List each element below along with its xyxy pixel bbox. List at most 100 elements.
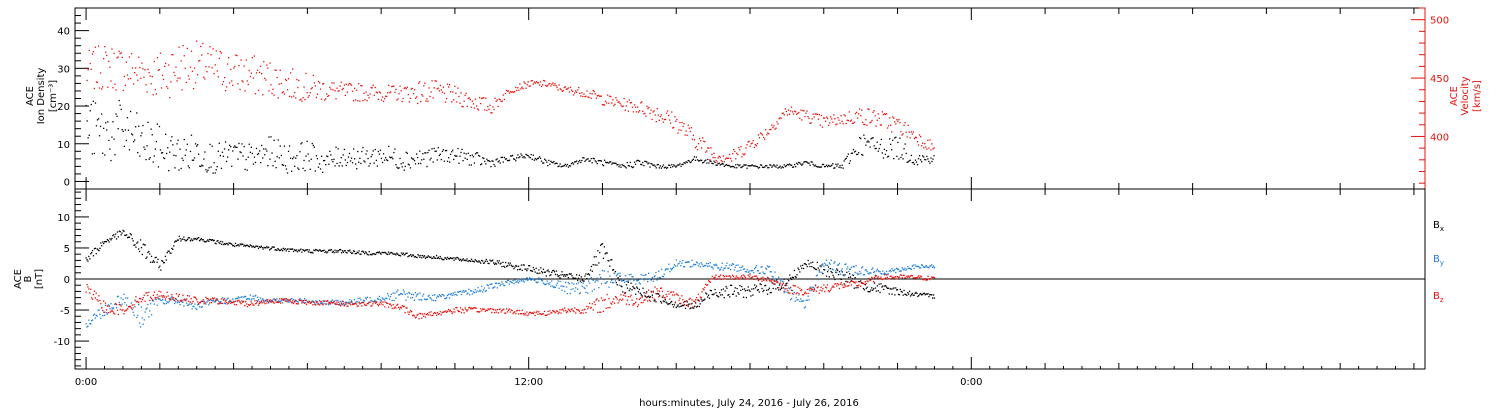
bz-point (453, 308, 455, 310)
bz-point (760, 277, 762, 279)
density-point (499, 162, 501, 164)
bz-point (406, 307, 408, 309)
bx-point (530, 270, 533, 272)
bz-point (896, 276, 899, 278)
bx-point (206, 240, 208, 242)
density-point (596, 163, 598, 165)
bx-point (194, 238, 196, 240)
velocity-point (561, 90, 563, 92)
bx-point (583, 280, 585, 282)
velocity-point (700, 140, 702, 142)
velocity-point (815, 113, 817, 115)
by-point (163, 303, 166, 305)
velocity-point (130, 53, 133, 55)
velocity-point (533, 81, 535, 83)
velocity-point (516, 89, 518, 92)
bz-point (374, 301, 376, 303)
bz-point (414, 317, 416, 319)
bz-point (423, 313, 426, 315)
velocity-point (878, 117, 880, 119)
by-point (723, 267, 725, 269)
velocity-point (157, 69, 160, 71)
density-point (433, 147, 435, 150)
bx-point (408, 255, 410, 257)
bz-point (427, 314, 429, 316)
bx-point (184, 239, 186, 241)
velocity-point (203, 76, 205, 78)
density-point (780, 167, 782, 169)
density-point (508, 159, 511, 161)
by-point (458, 290, 461, 293)
density-point (578, 161, 580, 163)
velocity-point (926, 148, 928, 150)
bx-point (726, 287, 728, 289)
velocity-point (871, 119, 873, 122)
bz-point (857, 285, 859, 287)
bz-point (541, 313, 544, 315)
by-point (335, 299, 337, 302)
by-point (503, 284, 505, 287)
by-point (630, 273, 632, 276)
by-point (933, 267, 936, 269)
velocity-point (373, 94, 375, 96)
by-point (813, 288, 816, 290)
by-point (173, 299, 175, 301)
by-point (760, 266, 762, 268)
bx-point (446, 258, 448, 260)
density-point (205, 169, 207, 171)
by-point (651, 276, 653, 279)
velocity-point (150, 83, 152, 85)
bz-point (561, 309, 563, 311)
density-point (833, 167, 835, 169)
bz-point (177, 295, 179, 297)
bz-point (150, 298, 153, 300)
bx-point (846, 271, 848, 273)
velocity-point (306, 92, 308, 94)
density-point (322, 171, 324, 173)
bx-point (431, 257, 433, 260)
bx-point (608, 260, 610, 262)
bx-point (795, 276, 797, 278)
velocity-point (512, 91, 514, 93)
bz-point (199, 301, 202, 304)
density-point (608, 162, 610, 164)
bz-point (525, 314, 527, 316)
by-point (596, 277, 598, 279)
by-point (425, 298, 427, 301)
velocity-point (198, 60, 200, 62)
density-point (204, 151, 206, 153)
velocity-point (867, 108, 869, 110)
velocity-point (813, 116, 815, 118)
by-point (401, 293, 404, 295)
by-point (91, 319, 94, 321)
velocity-point (392, 85, 394, 87)
velocity-point (513, 91, 515, 93)
by-point (611, 279, 613, 281)
bz-point (353, 303, 356, 305)
bx-point (564, 274, 566, 276)
velocity-tick-label: 400 (1430, 132, 1449, 143)
bx-point (147, 251, 149, 254)
by-point (837, 264, 839, 266)
by-point (541, 280, 544, 282)
bz-point (701, 291, 703, 293)
density-point (320, 155, 323, 157)
bx-point (87, 260, 89, 262)
density-point (783, 164, 785, 166)
velocity-point (483, 97, 485, 99)
bx-point (85, 257, 87, 259)
density-point (795, 166, 797, 168)
bx-point (481, 259, 483, 262)
density-point (483, 157, 485, 160)
bx-point (800, 265, 802, 267)
bz-point (282, 299, 285, 301)
by-point (694, 264, 696, 266)
bz-point (597, 311, 599, 313)
bz-point (100, 303, 102, 305)
bz-point (272, 301, 274, 303)
bz-point (589, 307, 592, 309)
velocity-point (323, 83, 325, 85)
bx-point (179, 238, 181, 240)
density-point (89, 110, 91, 112)
velocity-point (530, 80, 532, 82)
